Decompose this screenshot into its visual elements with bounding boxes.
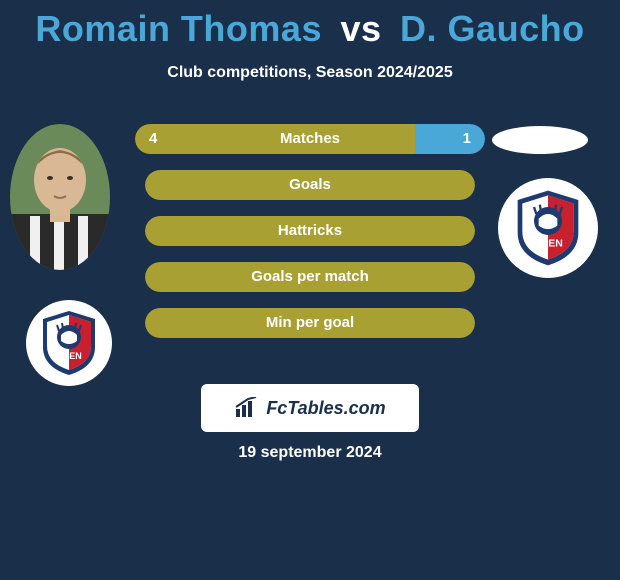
branding-text: FcTables.com [266,398,385,419]
comparison-title: Romain Thomas vs D. Gaucho [0,0,620,50]
date-label: 19 september 2024 [0,444,620,462]
branding-badge: FcTables.com [201,384,419,432]
player1-photo [10,124,110,270]
chart-icon [234,397,260,419]
stat-row: Min per goal [145,308,475,338]
stat-row: Goals [145,170,475,200]
stat-row: Goals per match [145,262,475,292]
player2-name: D. Gaucho [400,8,585,49]
stat-label: Goals per match [145,262,475,292]
player2-placeholder [492,126,588,154]
stat-row: Hattricks [145,216,475,246]
player1-club-badge: CAEN [26,300,112,386]
svg-text:CAEN: CAEN [533,238,563,250]
stat-label: Min per goal [145,308,475,338]
svg-text:CAEN: CAEN [56,351,82,361]
stat-value-left: 4 [149,124,157,154]
player1-name: Romain Thomas [35,8,322,49]
stats-bars: Matches4 1 Goals Hattricks Goals per match Mi… [135,124,485,354]
stat-label: Matches [135,124,485,154]
caen-badge-icon: CAEN [33,307,105,379]
caen-badge-icon: CAEN [506,186,590,270]
subtitle: Club competitions, Season 2024/2025 [0,64,620,82]
player2-club-badge: CAEN [498,178,598,278]
vs-label: vs [340,8,381,49]
stat-label: Goals [145,170,475,200]
stat-label: Hattricks [145,216,475,246]
stat-value-right: 1 [463,124,471,154]
stat-row: Matches4 1 [135,124,485,154]
